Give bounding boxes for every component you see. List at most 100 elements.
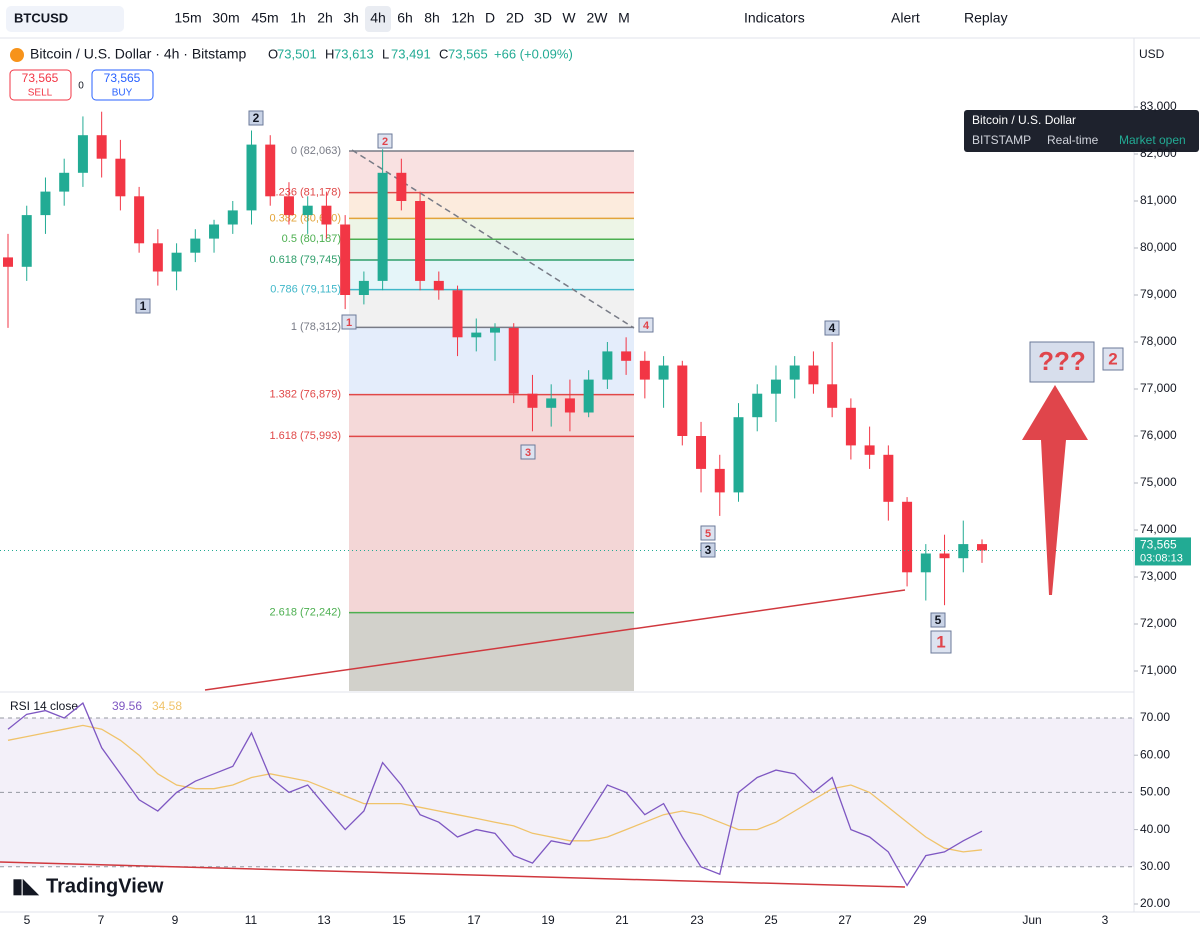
legend-title: Bitcoin / U.S. Dollar · 4h · Bitstamp — [30, 46, 247, 62]
interval-button[interactable]: 6h — [397, 10, 413, 26]
replay-button[interactable]: Replay — [964, 10, 1008, 26]
rsi-tick-label: 60.00 — [1140, 747, 1170, 761]
sell-button[interactable] — [9, 69, 72, 101]
sell-price[interactable]: 73,565 — [22, 71, 59, 85]
active-interval-bg — [365, 6, 391, 32]
price-tick-label: 76,000 — [1140, 428, 1177, 442]
legend-o: 73,501 — [277, 46, 317, 61]
tooltip — [964, 110, 1199, 152]
candle-body — [845, 407, 856, 446]
buy-button[interactable] — [91, 69, 154, 101]
candle-body — [227, 210, 238, 225]
interval-button[interactable]: D — [485, 10, 495, 26]
wave-label: 2 — [253, 111, 260, 125]
wave-label: 2 — [382, 136, 388, 148]
indicators-button[interactable]: Indicators — [744, 10, 805, 26]
interval-button[interactable]: 1h — [290, 10, 306, 26]
interval-button[interactable]: 30m — [212, 10, 239, 26]
interval-button[interactable]: 8h — [424, 10, 440, 26]
price-tick-label: 82,000 — [1140, 146, 1177, 160]
date-label: 29 — [913, 913, 927, 927]
trend-line — [204, 589, 906, 691]
wave-label: 1 — [936, 632, 945, 651]
fib-label: 0.5 (80,187) — [282, 233, 341, 245]
symbol-box[interactable] — [6, 6, 124, 32]
price-tick-label: 77,000 — [1140, 381, 1177, 395]
interval-button[interactable]: 15m — [174, 10, 201, 26]
candle-body — [77, 135, 88, 173]
wave-label: 1 — [346, 317, 352, 329]
currency[interactable]: USD — [1139, 47, 1165, 61]
wave-label: 4 — [643, 320, 650, 332]
tooltip-exchange: BITSTAMP — [972, 133, 1031, 147]
wave-label: 5 — [705, 528, 711, 540]
spread: 0 — [78, 81, 84, 92]
fib-label: 1.382 (76,879) — [269, 389, 341, 401]
interval-button[interactable]: W — [562, 10, 576, 26]
brand: TradingView — [46, 875, 164, 897]
brand-logo: ▮◣ — [12, 875, 40, 897]
fib-label: 0.236 (81,178) — [269, 187, 341, 199]
wave-label: ??? — [1038, 346, 1086, 376]
price-tick-label: 81,000 — [1140, 193, 1177, 207]
buy-label[interactable]: BUY — [112, 88, 133, 99]
interval-button[interactable]: 3D — [534, 10, 552, 26]
interval-button[interactable]: 2D — [506, 10, 524, 26]
btc-icon — [10, 48, 24, 62]
date-label: 7 — [98, 913, 105, 927]
rsi-line — [7, 702, 983, 887]
rsi-value: 39.56 — [112, 699, 142, 713]
candle-body — [340, 224, 351, 295]
fib-zone — [349, 289, 634, 328]
price-tick-label: 73,000 — [1140, 569, 1177, 583]
legend-h: 73,613 — [334, 46, 374, 61]
fib-zone — [349, 151, 634, 193]
tooltip-title: Bitcoin / U.S. Dollar — [972, 113, 1076, 127]
symbol[interactable]: BTCUSD — [14, 10, 68, 25]
candle-body — [789, 365, 800, 380]
interval-button[interactable]: M — [618, 10, 630, 26]
fib-label: 1.618 (75,993) — [269, 430, 341, 442]
interval-button[interactable]: 4h — [370, 10, 386, 26]
candle-body — [246, 144, 257, 211]
candle-body — [864, 445, 875, 455]
wave-label-box — [1029, 341, 1095, 383]
candle-body — [958, 544, 969, 559]
candle-body — [96, 135, 107, 159]
interval-button[interactable]: 2h — [317, 10, 333, 26]
interval-button[interactable]: 12h — [451, 10, 474, 26]
fib-label: 1 (78,312) — [291, 321, 341, 333]
rsi-tick-label: 70.00 — [1140, 710, 1170, 724]
candle-body — [265, 144, 276, 197]
candle-body — [321, 205, 332, 225]
interval-button[interactable]: 45m — [251, 10, 278, 26]
candle-body — [134, 196, 145, 244]
alert-button[interactable]: Alert — [891, 10, 920, 26]
fib-label: 0.618 (79,745) — [269, 254, 341, 266]
date-label: 23 — [690, 913, 704, 927]
date-label: 9 — [172, 913, 179, 927]
price-tick-label: 79,000 — [1140, 287, 1177, 301]
date-label: 19 — [541, 913, 555, 927]
candle-body — [883, 454, 894, 502]
wave-label-box — [341, 314, 357, 330]
legend-change: +66 (+0.09%) — [494, 46, 573, 61]
fib-zone — [349, 612, 634, 691]
fib-zone — [349, 239, 634, 260]
tooltip-feed: Real-time — [1047, 133, 1099, 147]
candle-body — [59, 172, 70, 192]
candle-body — [396, 172, 407, 201]
rsi-tick-label: 20.00 — [1140, 896, 1170, 910]
rsi-tick-label: 40.00 — [1140, 822, 1170, 836]
interval-button[interactable]: 3h — [343, 10, 359, 26]
buy-price[interactable]: 73,565 — [104, 71, 141, 85]
interval-button[interactable]: 2W — [587, 10, 609, 26]
date-label: Jun — [1022, 913, 1041, 927]
rsi-ma-line — [7, 724, 983, 853]
fib-zone — [349, 218, 634, 240]
sell-label[interactable]: SELL — [28, 88, 53, 99]
legend-c-label: C — [439, 46, 448, 61]
legend-o-label: O — [268, 46, 278, 61]
candle-body — [283, 196, 294, 216]
